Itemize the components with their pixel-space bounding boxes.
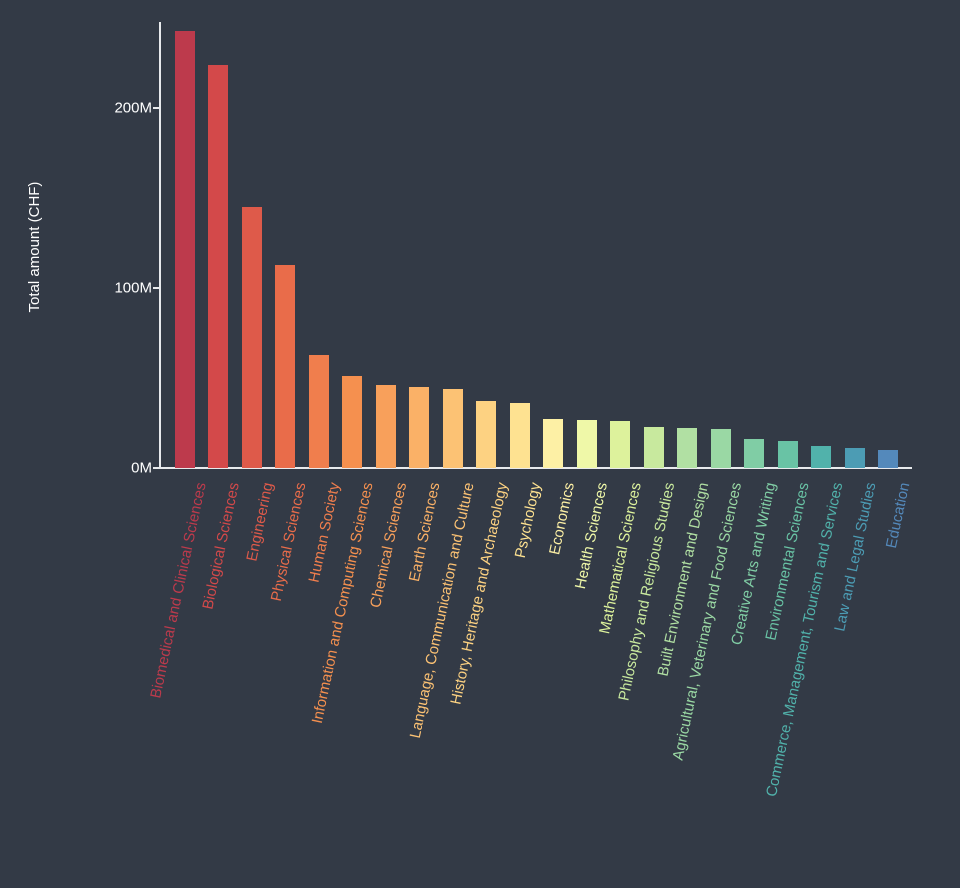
bar [442,388,463,468]
bar [409,387,430,468]
bar [777,441,798,468]
y-tick-label: 100M [114,279,152,297]
bar [811,446,832,468]
category-label: Engineering [243,481,277,563]
bar [375,385,396,468]
category-label: Economics [545,481,578,557]
y-tick-label: 200M [114,99,152,117]
bar [710,429,731,468]
bar [610,421,631,468]
category-label: Psychology [511,481,545,560]
category-label: Health Sciences [572,481,612,591]
bar [275,264,296,468]
bar [844,448,865,468]
y-axis-title: Total amount (CHF) [26,181,43,313]
bar [509,403,530,468]
bar [576,420,597,468]
category-label: Human Society [305,481,344,585]
bar [208,64,229,468]
category-label: Education [882,481,913,550]
y-axis-line [159,22,161,469]
category-label: Chemical Sciences [367,481,411,610]
bar [677,428,698,468]
bar [241,207,262,468]
bar [643,426,664,468]
bar [878,450,899,468]
y-tick-mark [153,107,159,109]
bar [342,376,363,468]
y-tick-mark [153,287,159,289]
bar [476,401,497,468]
x-axis-line [159,467,912,469]
y-tick-label: 0M [131,459,152,477]
category-label: Physical Sciences [268,481,310,603]
bar [744,439,765,468]
y-tick-mark [153,467,159,469]
bar [174,30,195,468]
category-label: Earth Sciences [406,481,444,584]
bar [308,354,329,468]
category-label: Biomedical and Clinical Sciences [146,481,210,700]
bar [543,419,564,468]
